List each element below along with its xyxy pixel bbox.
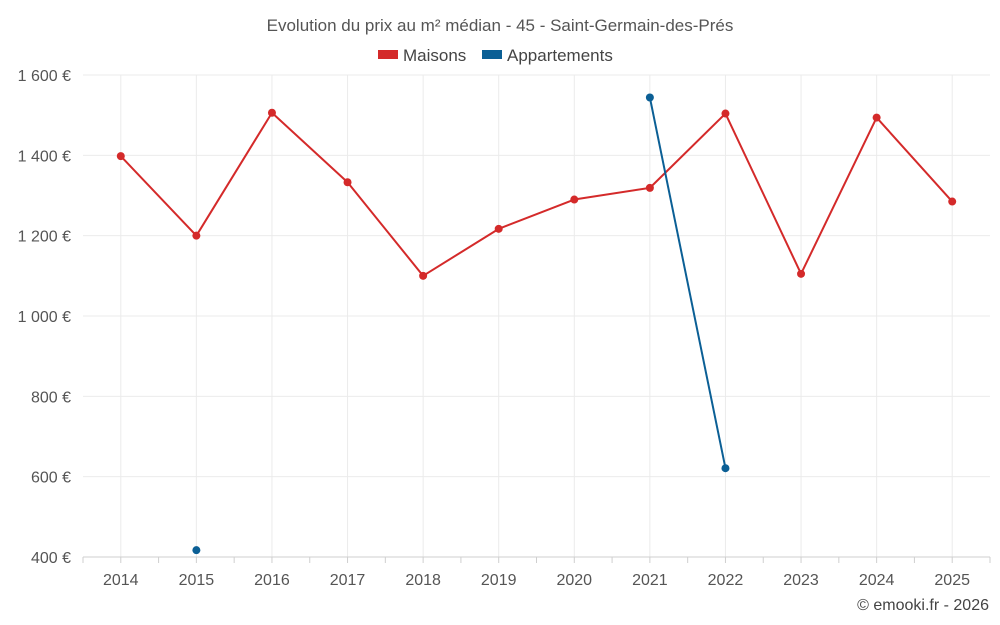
y-tick-label: 1 600 €: [18, 68, 71, 85]
x-tick-label: 2022: [708, 572, 744, 589]
x-tick-label: 2017: [330, 572, 366, 589]
legend-item-appartements[interactable]: Appartements: [482, 46, 613, 65]
x-tick-label: 2015: [179, 572, 215, 589]
chart-title: Evolution du prix au m² médian - 45 - Sa…: [267, 16, 734, 35]
x-tick-label: 2025: [934, 572, 970, 589]
x-tick-label: 2016: [254, 572, 290, 589]
x-tick-label: 2024: [859, 572, 895, 589]
y-tick-label: 600 €: [31, 470, 71, 487]
data-point-maisons[interactable]: [645, 183, 654, 192]
y-tick-label: 800 €: [31, 389, 71, 406]
data-point-appartements[interactable]: [721, 464, 730, 473]
data-point-maisons[interactable]: [570, 195, 579, 204]
x-tick-label: 2019: [481, 572, 517, 589]
x-tick-label: 2023: [783, 572, 819, 589]
legend-label-appartements: Appartements: [507, 46, 613, 65]
legend-swatch-appartements: [482, 50, 502, 59]
x-tick-label: 2021: [632, 572, 668, 589]
legend: Maisons Appartements: [378, 46, 613, 65]
data-point-maisons[interactable]: [267, 108, 276, 117]
x-tick-label: 2014: [103, 572, 139, 589]
data-point-appartements[interactable]: [645, 93, 654, 102]
axes: 400 € 600 € 800 € 1 000 € 1 200 € 1 400 € 1 60…: [18, 68, 991, 589]
legend-label-maisons: Maisons: [403, 46, 466, 65]
series: [116, 93, 957, 555]
data-point-maisons[interactable]: [494, 224, 503, 233]
x-tick-label: 2018: [405, 572, 441, 589]
data-point-appartements[interactable]: [192, 546, 201, 555]
gridlines: [83, 74, 990, 557]
series-line-appartements: [648, 97, 727, 469]
data-point-maisons[interactable]: [872, 113, 881, 122]
data-point-maisons[interactable]: [419, 271, 428, 280]
series-line-maisons: [120, 111, 953, 277]
data-point-maisons[interactable]: [721, 109, 730, 118]
x-tick-label: 2020: [556, 572, 592, 589]
data-point-maisons[interactable]: [192, 231, 201, 240]
data-point-maisons[interactable]: [948, 197, 957, 206]
legend-item-maisons[interactable]: Maisons: [378, 46, 466, 65]
data-point-maisons[interactable]: [343, 178, 352, 187]
credit-text: © emooki.fr - 2026: [857, 597, 989, 614]
legend-swatch-maisons: [378, 50, 398, 59]
series-maisons: [116, 108, 957, 280]
data-point-maisons[interactable]: [116, 152, 125, 161]
y-tick-label: 400 €: [31, 550, 71, 567]
data-point-maisons[interactable]: [797, 269, 806, 278]
y-tick-label: 1 400 €: [18, 148, 71, 165]
y-tick-label: 1 200 €: [18, 229, 71, 246]
y-tick-label: 1 000 €: [18, 309, 71, 326]
series-appartements: [192, 93, 730, 555]
